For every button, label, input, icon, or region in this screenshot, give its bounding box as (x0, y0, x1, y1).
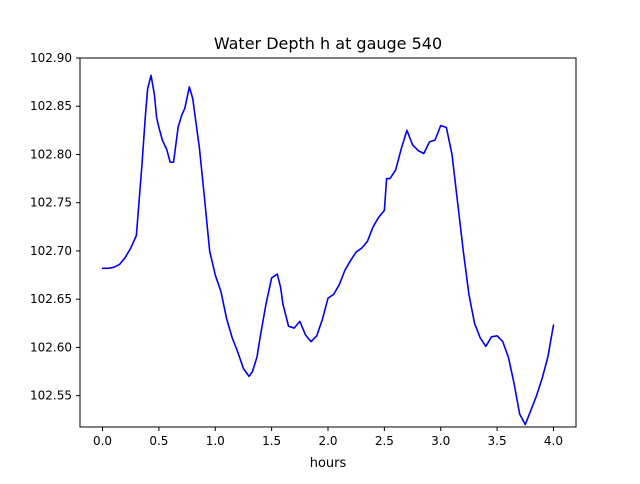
y-tick-label: 102.65 (30, 292, 72, 306)
x-tick-label: 0.5 (149, 434, 168, 448)
x-tick-label: 1.0 (206, 434, 225, 448)
y-tick-label: 102.55 (30, 389, 72, 403)
y-tick-label: 102.80 (30, 147, 72, 161)
x-tick-label: 3.0 (431, 434, 450, 448)
x-axis-label: hours (310, 456, 347, 471)
x-tick-label: 3.5 (488, 434, 507, 448)
x-tick-label: 4.0 (544, 434, 563, 448)
y-tick-label: 102.75 (30, 196, 72, 210)
axes: 0.0 0.5 1.0 1.5 2.0 2.5 3.0 3.5 4.0 102.55 102.60 1… (30, 51, 577, 448)
chart-title: Water Depth h at gauge 540 (214, 34, 442, 53)
y-tick-label: 102.60 (30, 340, 72, 354)
plot-area (101, 74, 555, 426)
y-tick-label: 102.85 (30, 99, 72, 113)
series-line-0 (101, 74, 555, 426)
y-tick-label: 102.70 (30, 244, 72, 258)
x-tick-label: 2.0 (318, 434, 337, 448)
x-tick-label: 0.0 (93, 434, 112, 448)
x-tick-label: 1.5 (262, 434, 281, 448)
y-tick-label: 102.90 (30, 51, 72, 65)
axes-frame (79, 57, 577, 428)
x-tick-label: 2.5 (375, 434, 394, 448)
